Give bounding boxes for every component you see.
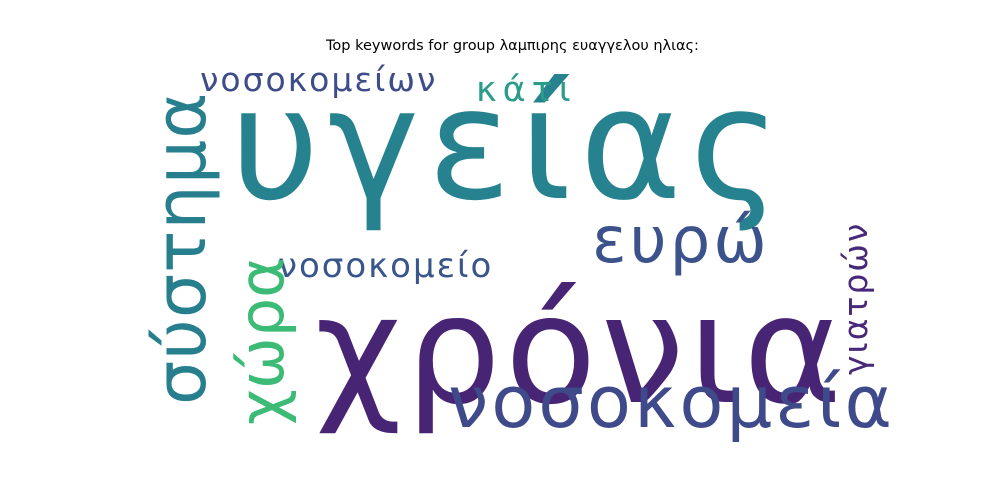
word-2: χρόνια — [315, 264, 846, 438]
word-3: νοσοκομεία — [448, 360, 895, 444]
word-5: ευρώ — [592, 204, 770, 278]
word-6: νοσοκομείων — [200, 60, 437, 99]
word-1: υγείας — [230, 54, 789, 235]
word-9: κάτι — [476, 70, 577, 110]
figure-title: Top keywords for group λαμπιρης ευαγγελο… — [326, 38, 699, 54]
word-7: νοσοκομείο — [278, 246, 493, 286]
word-10: γιατρών — [836, 222, 875, 375]
word-8: χώρα — [225, 257, 298, 425]
word-4: σύστημα — [140, 92, 222, 405]
